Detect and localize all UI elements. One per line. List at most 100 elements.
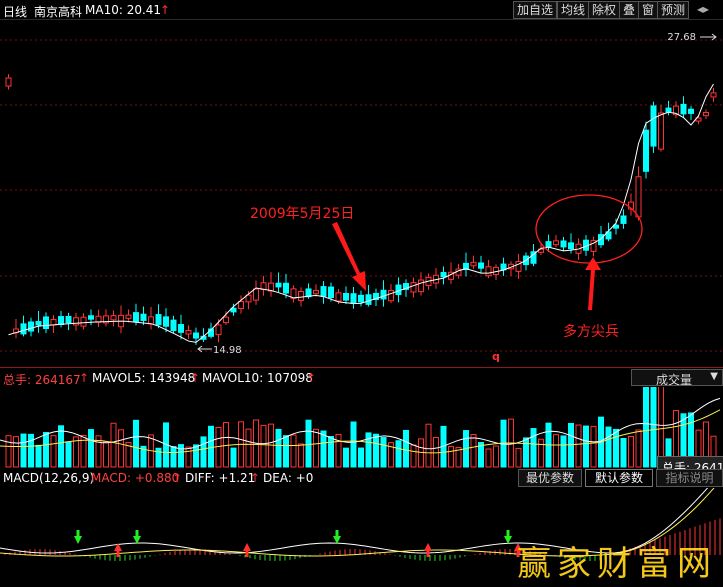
volume-bar — [380, 437, 387, 468]
volume-bar — [80, 434, 87, 468]
volume-bar — [20, 433, 27, 468]
volume-bar — [65, 441, 72, 468]
candle-body — [463, 262, 469, 271]
volume-bar — [230, 447, 237, 468]
mavol10-up-arrow-icon: ↑ — [306, 371, 317, 385]
candle-body — [88, 315, 94, 320]
candle-body — [388, 289, 394, 302]
volume-bar — [575, 424, 582, 468]
candle-body — [688, 108, 694, 114]
window-button[interactable]: 窗 — [638, 1, 659, 19]
volume-chart[interactable] — [0, 387, 723, 468]
volume-bar — [260, 424, 267, 468]
volume-bar — [605, 426, 612, 468]
candle-body — [223, 316, 229, 324]
volume-bar — [35, 444, 42, 468]
add-watchlist-button[interactable]: 加自选 — [513, 1, 558, 19]
tab-default-params[interactable]: 默认参数 — [585, 469, 653, 487]
candle-body — [290, 288, 297, 299]
ma10-label: MA10: 20.41 — [85, 3, 162, 17]
volume-bar — [448, 445, 454, 468]
candle-body — [35, 321, 42, 326]
forecast-button[interactable]: 预测 — [657, 1, 690, 19]
macd-sell-signal-icon — [504, 530, 512, 544]
volume-bar — [58, 425, 64, 468]
candle-body — [658, 112, 664, 150]
candle-body — [620, 215, 627, 224]
candle-body — [598, 234, 604, 246]
volume-bar — [110, 422, 117, 468]
volume-bar — [628, 435, 634, 468]
candle-body — [178, 324, 184, 333]
macd-buy-signal-icon — [514, 543, 522, 557]
low-price-pointer-icon — [197, 345, 212, 353]
candle-body — [28, 321, 34, 332]
candle-body — [230, 307, 237, 313]
pattern-ellipse — [535, 194, 643, 264]
overlay-button[interactable]: 叠 — [619, 1, 640, 19]
volume-bar — [283, 435, 289, 468]
candle-body — [335, 292, 342, 302]
total-volume-label: 总手: 264167 — [3, 373, 81, 387]
volume-bar — [403, 429, 409, 468]
ma10-up-arrow-icon: ↑ — [160, 3, 171, 17]
volume-bar — [373, 433, 379, 468]
macd-title: MACD(12,26,9) — [3, 471, 95, 485]
volume-bar — [298, 443, 304, 468]
candle-body — [73, 317, 79, 326]
volume-bar — [28, 433, 34, 468]
candle-body — [568, 242, 574, 250]
macd-value-label: MACD: +0.880 — [91, 471, 180, 485]
candle-body — [155, 314, 162, 326]
macd-sell-signal-icon — [333, 530, 341, 544]
candle-body — [133, 312, 139, 323]
pattern-annotation: 多方尖兵 — [563, 323, 619, 340]
candle-body — [5, 77, 12, 87]
tab-indicator-help[interactable]: 指标说明 — [656, 469, 723, 487]
watermark-logo: 赢家财富网 — [517, 544, 717, 584]
scroll-arrows-icon[interactable]: ◂▸ — [697, 2, 710, 16]
candle-body — [635, 176, 642, 218]
volume-bar — [125, 442, 132, 468]
volume-bar — [185, 446, 192, 468]
volume-bar — [335, 433, 342, 468]
volume-bar — [5, 435, 12, 468]
volume-bar — [245, 428, 252, 468]
moving-average-button[interactable]: 均线 — [557, 1, 590, 19]
candle-body — [305, 288, 312, 298]
candle-body — [613, 224, 619, 229]
indicator-select[interactable]: 成交量 ▼ — [631, 369, 723, 387]
volume-bar — [193, 444, 199, 468]
diff-label: DIFF: +1.21 — [185, 471, 256, 485]
mavol5-up-arrow-icon: ↑ — [190, 371, 201, 385]
candle-body — [140, 313, 147, 321]
total-up-arrow-icon: ↑ — [79, 371, 90, 385]
ex-rights-button[interactable]: 除权 — [588, 1, 621, 19]
candle-body — [238, 301, 244, 310]
candle-body — [170, 319, 177, 332]
tab-best-params[interactable]: 最优参数 — [518, 469, 582, 487]
candle-body — [358, 294, 364, 303]
chevron-down-icon: ▼ — [710, 371, 718, 382]
volume-bar — [523, 437, 529, 468]
volume-bar — [455, 446, 462, 468]
candle-body — [403, 283, 409, 290]
volume-bar — [425, 423, 432, 468]
candlestick-chart[interactable]: 2009年5月25日 多方尖兵 27.68 14.98 q — [0, 20, 723, 367]
volume-bar — [88, 429, 94, 468]
period-label: 日线 — [3, 5, 28, 19]
candle-body — [680, 103, 687, 115]
candle-body — [65, 315, 72, 324]
volume-bar — [470, 434, 477, 468]
macd-signal-arrows — [74, 530, 522, 557]
candle-body — [440, 272, 447, 278]
volume-bar — [275, 428, 282, 468]
volume-bar — [388, 442, 394, 468]
candle-body — [485, 266, 492, 277]
candle-body — [418, 279, 424, 293]
ma10-line — [8, 83, 714, 343]
volume-bar — [95, 435, 102, 468]
volume-bar — [305, 419, 312, 468]
macd-chart[interactable] — [0, 488, 723, 587]
dea-line — [0, 488, 715, 557]
